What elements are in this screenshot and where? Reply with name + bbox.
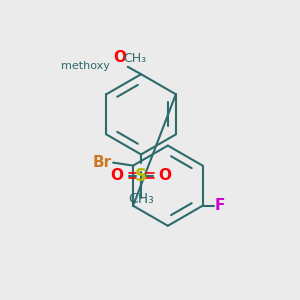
- Text: O: O: [113, 50, 126, 65]
- Text: S: S: [135, 167, 147, 185]
- Text: O: O: [159, 168, 172, 183]
- Text: Br: Br: [93, 155, 112, 170]
- Text: O: O: [110, 168, 124, 183]
- Text: F: F: [215, 198, 225, 213]
- Text: CH₃: CH₃: [123, 52, 146, 65]
- Text: CH₃: CH₃: [128, 192, 154, 206]
- Text: methoxy: methoxy: [61, 61, 110, 71]
